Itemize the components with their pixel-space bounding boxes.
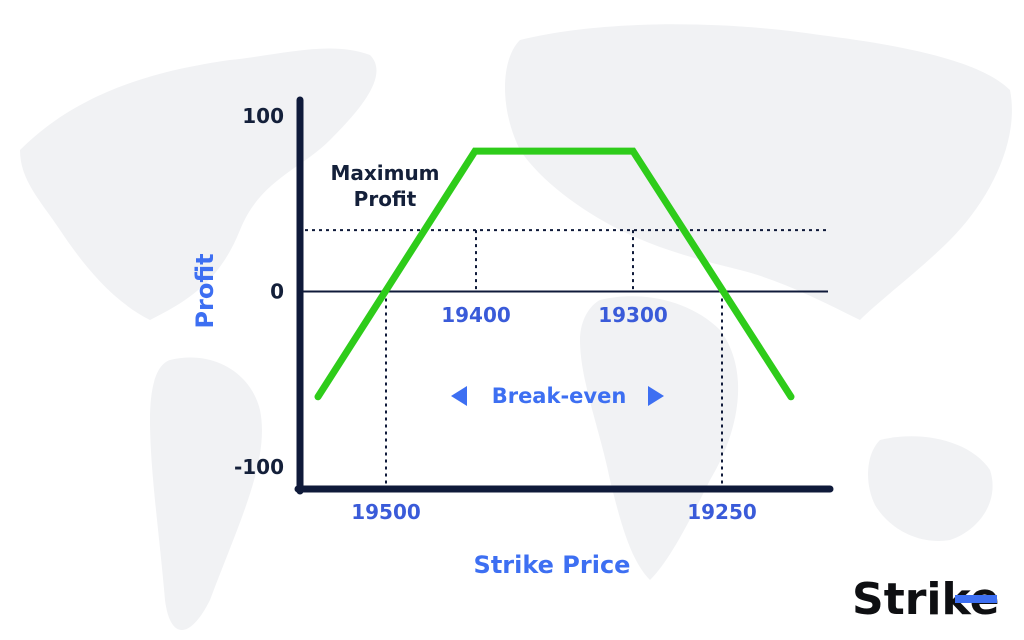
logo-accent-bar <box>955 595 997 603</box>
strike-label: 19500 <box>351 500 421 524</box>
max-profit-annotation-line1: Maximum <box>330 161 439 185</box>
strike-label: 19300 <box>598 303 668 327</box>
y-tick-label: -100 <box>234 455 284 479</box>
y-tick-label: 0 <box>270 280 284 304</box>
axes <box>294 96 834 495</box>
break-even-annotation: Break-even <box>492 384 627 408</box>
arrow-left-icon <box>451 386 467 406</box>
max-profit-annotation-line2: Profit <box>354 187 417 211</box>
strike-label: 19400 <box>441 303 511 327</box>
strike-label: 19250 <box>687 500 757 524</box>
world-map-background <box>20 24 1012 630</box>
y-tick-label: 100 <box>242 104 284 128</box>
strike-logo: Strike <box>852 574 999 625</box>
payoff-series-line <box>314 147 795 401</box>
x-axis-title: Strike Price <box>474 551 631 579</box>
arrow-right-icon <box>648 386 664 406</box>
strike-marker-lines <box>385 230 723 486</box>
y-axis-title: Profit <box>191 253 219 328</box>
